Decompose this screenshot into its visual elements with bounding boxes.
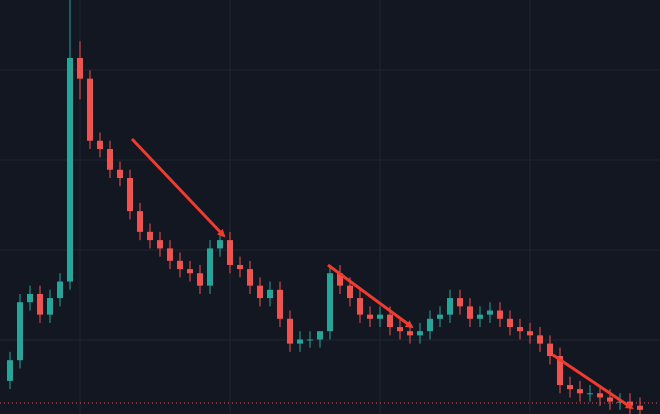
candle-body xyxy=(527,331,533,336)
candle-body xyxy=(537,335,543,344)
candle-body xyxy=(617,401,623,403)
candle-body xyxy=(387,314,393,328)
candle-body xyxy=(597,393,603,398)
candle-body xyxy=(17,302,23,361)
candle-body xyxy=(107,149,113,170)
annotations xyxy=(130,137,634,410)
candle-body xyxy=(447,298,453,315)
candles xyxy=(7,0,643,414)
candle-body xyxy=(57,281,63,299)
candle-body xyxy=(507,318,513,328)
candle-body xyxy=(207,248,213,286)
candle-body xyxy=(37,293,43,315)
candle-body xyxy=(497,310,503,319)
candle-body xyxy=(267,289,273,299)
candle-body xyxy=(367,314,373,319)
candle-body xyxy=(157,240,163,249)
candle-body xyxy=(87,78,93,141)
candle-body xyxy=(297,339,303,344)
candle-body xyxy=(117,169,123,179)
candle-body xyxy=(317,331,323,340)
candle-body xyxy=(457,298,463,307)
candle-body xyxy=(557,356,563,386)
candle-body xyxy=(247,269,253,286)
candle-body xyxy=(437,314,443,319)
candle-body xyxy=(477,314,483,319)
candle-body xyxy=(287,318,293,344)
candle-body xyxy=(187,269,193,274)
trend-arrow xyxy=(130,137,226,238)
candle-body xyxy=(257,285,263,299)
candle-body xyxy=(587,393,593,395)
candle-body xyxy=(127,178,133,212)
candle-body xyxy=(327,273,333,332)
candle-body xyxy=(27,293,33,303)
candle-body xyxy=(357,298,363,315)
candle-body xyxy=(407,331,413,336)
candle-body xyxy=(337,273,343,286)
candle-body xyxy=(237,264,243,270)
candle-body xyxy=(7,360,13,381)
trend-arrow xyxy=(552,353,634,410)
candle-body xyxy=(347,285,353,299)
candle-body xyxy=(277,289,283,319)
candle-body xyxy=(567,385,573,390)
candle-body xyxy=(67,57,73,282)
candle-body xyxy=(397,327,403,332)
candle-body xyxy=(227,240,233,265)
candle-body xyxy=(147,231,153,241)
candle-body xyxy=(427,318,433,332)
candle-body xyxy=(577,389,583,394)
candle-body xyxy=(217,240,223,249)
candle-body xyxy=(77,57,83,79)
candle-body xyxy=(487,310,493,315)
candle-body xyxy=(517,327,523,332)
candle-body xyxy=(637,405,643,410)
candle-body xyxy=(47,298,53,315)
trend-arrow xyxy=(327,263,414,329)
candle-body xyxy=(307,339,313,341)
candle-body xyxy=(177,260,183,270)
candle-body xyxy=(137,211,143,232)
candle-body xyxy=(97,140,103,150)
candle-body xyxy=(547,343,553,357)
candle-body xyxy=(417,331,423,336)
candle-body xyxy=(167,248,173,261)
candle-body xyxy=(197,273,203,286)
candle-body xyxy=(467,306,473,319)
candle-body xyxy=(377,314,383,319)
candle-body xyxy=(607,397,613,402)
